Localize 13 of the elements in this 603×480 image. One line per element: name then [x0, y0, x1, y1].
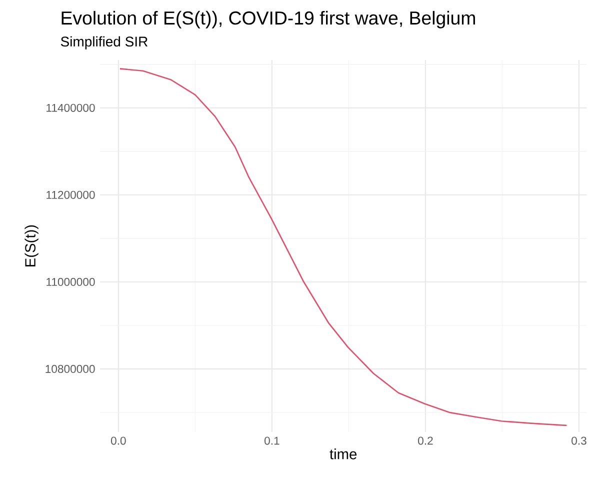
x-tick-label: 0.0 [110, 436, 126, 445]
x-tick-label: 0.3 [572, 436, 586, 445]
chart-subtitle: Simplified SIR [60, 36, 148, 50]
x-tick-label: 0.1 [264, 436, 280, 445]
line-series [119, 68, 568, 426]
x-axis-title: time [330, 448, 357, 460]
y-tick-label: 10800000 [46, 364, 95, 373]
x-tick-label: 0.2 [418, 436, 433, 445]
y-tick-label: 11000000 [46, 278, 95, 286]
y-axis-title: E(S(t)) [24, 225, 38, 266]
y-tick-label: 11200000 [46, 190, 95, 199]
y-tick-label: 11400000 [46, 104, 95, 112]
chart-title: Evolution of E(S(t)), COVID-19 first wave, Belgium [62, 10, 475, 28]
